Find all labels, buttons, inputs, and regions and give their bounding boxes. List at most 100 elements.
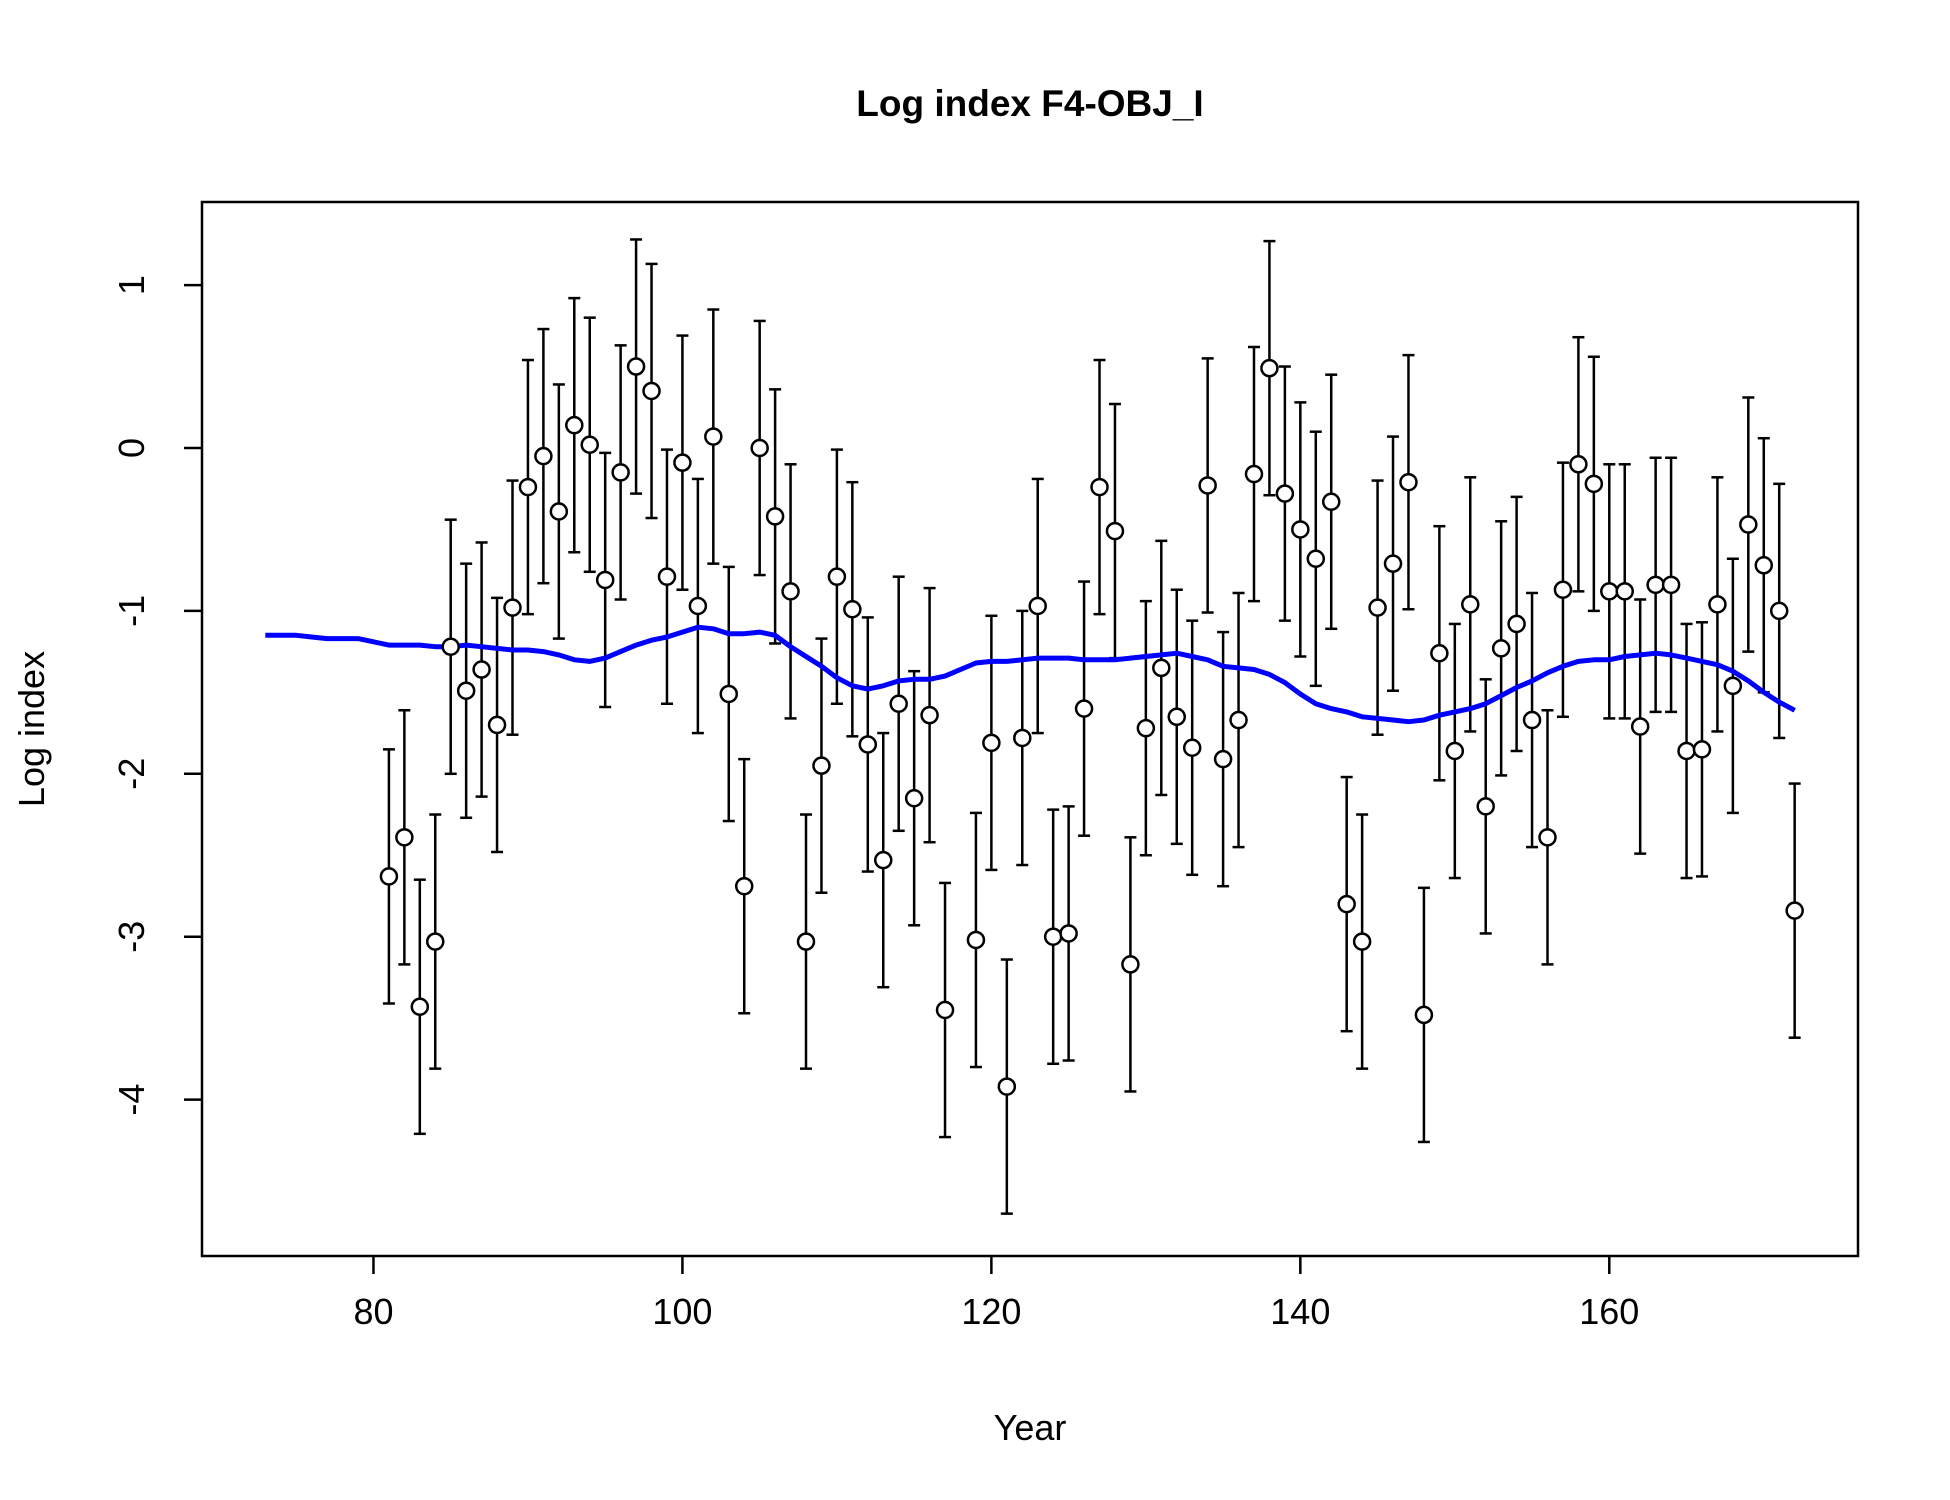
fitted-index-line xyxy=(265,624,1796,725)
data-point xyxy=(503,598,522,617)
data-point xyxy=(873,850,893,870)
data-point xyxy=(580,435,599,454)
data-point xyxy=(1630,717,1650,736)
data-point xyxy=(1538,828,1557,847)
data-point xyxy=(626,357,646,376)
data-point xyxy=(858,735,878,754)
plot-frame xyxy=(200,200,1860,1258)
data-point xyxy=(426,932,445,951)
data-point xyxy=(1677,741,1696,761)
data-point xyxy=(565,415,584,435)
y-tick-label: 0 xyxy=(111,438,152,458)
data-point xyxy=(410,997,430,1017)
data-point xyxy=(904,788,924,808)
chart-title: Log index F4-OBJ_I xyxy=(856,83,1203,124)
data-point xyxy=(1152,658,1171,678)
data-point xyxy=(657,567,677,586)
data-point xyxy=(734,876,754,896)
data-point xyxy=(719,684,739,704)
data-point xyxy=(1198,476,1217,495)
data-point xyxy=(534,446,553,466)
data-point xyxy=(1368,598,1387,617)
data-point xyxy=(1028,596,1047,616)
data-point xyxy=(456,681,476,700)
data-point xyxy=(1182,738,1202,757)
data-point xyxy=(395,828,414,847)
data-point xyxy=(1522,710,1542,730)
data-point xyxy=(796,932,816,951)
data-point xyxy=(1739,515,1758,534)
data-point xyxy=(1337,894,1356,914)
data-point xyxy=(1352,932,1372,951)
observed-points xyxy=(379,357,1804,1096)
x-tick-label: 160 xyxy=(1579,1291,1639,1332)
data-point xyxy=(1043,927,1063,946)
data-point xyxy=(1229,710,1248,730)
data-point xyxy=(487,715,507,735)
data-point xyxy=(827,567,847,586)
data-point xyxy=(1584,474,1604,494)
data-point xyxy=(1167,707,1187,727)
data-point xyxy=(1476,797,1495,816)
data-point xyxy=(1244,464,1264,484)
data-point xyxy=(1553,580,1573,599)
data-point xyxy=(1661,575,1681,595)
data-point xyxy=(441,637,460,656)
data-point xyxy=(1723,676,1743,696)
data-point xyxy=(1105,521,1125,541)
y-tick-label: -4 xyxy=(111,1084,152,1116)
data-point xyxy=(611,463,630,482)
data-point xyxy=(1461,595,1480,614)
data-point xyxy=(966,930,986,950)
data-point xyxy=(1306,549,1326,569)
data-point xyxy=(1260,358,1279,378)
data-point xyxy=(1414,1005,1434,1025)
data-point xyxy=(1600,582,1619,601)
data-point xyxy=(1569,455,1588,474)
data-point xyxy=(781,582,800,601)
data-point xyxy=(1646,575,1665,595)
x-tick-label: 120 xyxy=(961,1291,1021,1332)
data-point xyxy=(595,570,615,590)
data-point xyxy=(1445,741,1465,761)
data-point xyxy=(750,438,769,458)
data-point xyxy=(812,756,831,775)
data-point xyxy=(1321,492,1341,511)
data-point xyxy=(1507,614,1526,634)
x-tick-label: 140 xyxy=(1270,1291,1330,1332)
y-axis-label: Log index xyxy=(11,651,52,807)
data-point xyxy=(379,867,399,886)
data-point xyxy=(549,502,569,521)
data-point xyxy=(673,453,692,472)
x-tick-label: 100 xyxy=(652,1291,712,1332)
x-axis-ticks: 80 100 120 140 160 xyxy=(353,1256,1639,1332)
data-point xyxy=(1059,924,1078,943)
data-point xyxy=(1399,472,1418,492)
data-point xyxy=(982,733,1001,753)
x-axis-label: Year xyxy=(994,1407,1067,1448)
data-point xyxy=(1090,477,1109,497)
data-point xyxy=(1692,740,1712,759)
data-point xyxy=(1615,582,1634,601)
data-point xyxy=(1491,639,1511,658)
data-point xyxy=(1708,595,1727,614)
data-point xyxy=(1769,601,1789,621)
data-point xyxy=(1430,643,1449,663)
data-point xyxy=(1754,556,1774,575)
data-point xyxy=(1785,901,1804,920)
data-point xyxy=(1121,955,1140,974)
data-point xyxy=(843,600,862,619)
data-point xyxy=(935,1000,955,1020)
data-point xyxy=(518,477,538,497)
data-point xyxy=(688,596,708,616)
data-point xyxy=(1074,699,1094,718)
data-point xyxy=(1136,718,1156,738)
y-tick-label: -3 xyxy=(111,921,152,953)
y-tick-label: 1 xyxy=(111,275,152,295)
data-point xyxy=(889,694,908,713)
y-tick-label: -1 xyxy=(111,595,152,627)
y-tick-label: -2 xyxy=(111,758,152,790)
x-tick-label: 80 xyxy=(353,1291,393,1332)
data-point xyxy=(920,705,939,725)
